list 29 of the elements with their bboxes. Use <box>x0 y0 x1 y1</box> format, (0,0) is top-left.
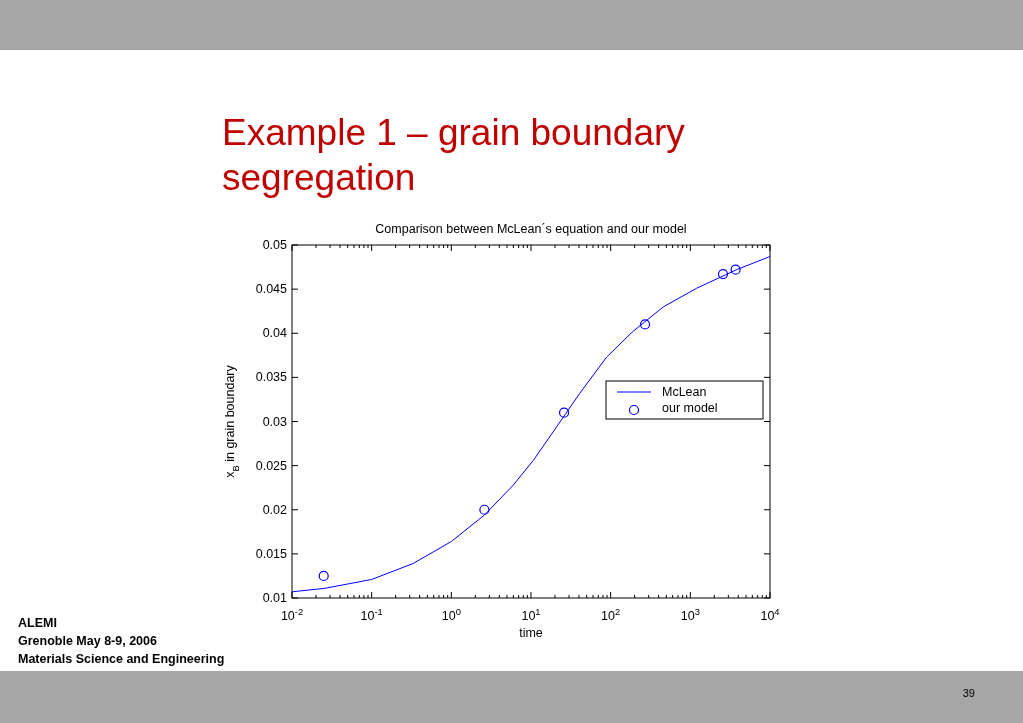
y-tick-label: 0.04 <box>262 326 288 341</box>
y-tick-label: 0.025 <box>255 458 288 473</box>
legend-label: McLean <box>662 385 707 399</box>
text: Grenoble May 8-9, 2006 <box>18 634 157 648</box>
x-tick-label: 10$^{0}$ <box>441 607 461 623</box>
point <box>558 407 570 418</box>
y-tick-label: 0.015 <box>255 546 288 561</box>
y-tick-label: 0.05 <box>262 238 288 252</box>
x-axis-title: time <box>519 626 543 640</box>
y-tick-label: 0.035 <box>255 370 288 385</box>
y-tick-label: 0.045 <box>255 282 288 297</box>
x-tick-label: 10$^{3}$ <box>680 607 700 623</box>
y-tick-label: 0.01 <box>262 591 288 605</box>
text: ALEMI <box>18 616 57 630</box>
text: Materials Science and Engineering <box>18 652 225 666</box>
x-tick-label: 10$^{4}$ <box>760 607 780 623</box>
text: 39 <box>962 687 975 699</box>
chart-title: Example 1 – grain boundary segregation <box>222 112 686 198</box>
y-tick-label: 0.03 <box>262 414 288 429</box>
point <box>639 319 651 330</box>
x-tick-label: 10$^{-2}$ <box>280 607 304 623</box>
chart-subtitle: Comparison between McLean´s equation and our model <box>375 222 687 236</box>
x-tick-label: 10$^{-1}$ <box>360 607 383 623</box>
x-tick-label: 10$^{2}$ <box>601 607 621 623</box>
y-tick-label: 0.02 <box>262 502 288 517</box>
x-tick-label: 10$^{1}$ <box>521 607 541 623</box>
legend-label: our model <box>662 401 718 415</box>
point <box>479 504 490 515</box>
point <box>717 269 729 280</box>
